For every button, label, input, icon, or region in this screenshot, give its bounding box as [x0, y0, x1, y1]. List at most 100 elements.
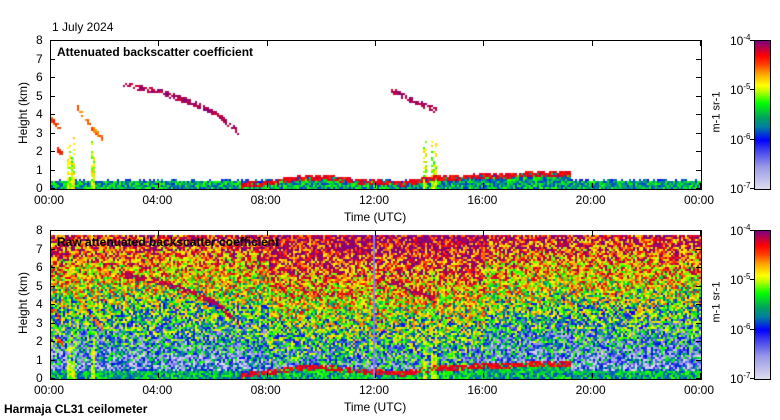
x-tick-mark — [375, 41, 376, 46]
x-tick-label: 20:00 — [575, 193, 606, 207]
y-tick-mark — [696, 114, 701, 115]
colorbar-unit-label: m-1 sr-1 — [710, 91, 723, 133]
y-tick-mark — [50, 285, 55, 287]
colorbar-unit-label: m-1 sr-1 — [710, 281, 723, 323]
y-tick-mark — [50, 58, 55, 60]
x-tick-label: 00:00 — [34, 193, 65, 207]
y-tick-mark — [696, 341, 701, 342]
y-tick-mark — [50, 341, 55, 342]
y-tick-label: 7 — [36, 241, 43, 256]
x-tick-mark — [591, 373, 593, 378]
x-tick-mark — [700, 373, 701, 378]
y-tick-label: 8 — [36, 223, 43, 237]
x-tick-mark — [700, 183, 701, 188]
colorbar-tick-label: 10-7 — [730, 181, 751, 196]
x-tick-mark — [483, 183, 485, 188]
y-tick-mark — [50, 169, 55, 171]
y-tick-mark — [50, 248, 55, 250]
colorbar-tick-mark — [750, 279, 754, 281]
y-tick-label: 2 — [36, 334, 43, 348]
x-tick-mark — [266, 41, 268, 46]
colorbar-tick-label: 10-6 — [730, 131, 751, 147]
y-tick-label: 1 — [36, 162, 43, 177]
plot-title-1: Attenuated backscatter coefficient — [57, 45, 254, 59]
colorbar-tick-label: 10-4 — [730, 33, 751, 48]
x-tick-mark — [266, 373, 268, 378]
y-tick-label: 1 — [36, 352, 43, 367]
plot-panel-2: Raw attenuated backscatter coefficient — [50, 230, 702, 380]
y-tick-mark — [50, 114, 55, 115]
y-tick-label: 7 — [36, 51, 43, 66]
x-tick-label: 00:00 — [684, 383, 715, 397]
y-tick-mark — [696, 132, 701, 134]
y-axis-label: Height (km) — [16, 271, 31, 335]
y-tick-label: 8 — [36, 33, 43, 47]
y-tick-mark — [696, 58, 701, 60]
x-tick-mark — [591, 231, 593, 236]
plot-panel-1: Attenuated backscatter coefficient — [50, 40, 702, 190]
x-tick-label: 00:00 — [684, 193, 715, 207]
backscatter-heatmap-1 — [51, 41, 701, 189]
backscatter-heatmap-2 — [51, 231, 701, 379]
y-tick-label: 0 — [36, 181, 43, 195]
colorbar-tick-mark — [750, 89, 754, 91]
y-tick-mark — [50, 230, 55, 231]
y-tick-mark — [696, 285, 701, 287]
x-tick-mark — [375, 231, 376, 236]
y-tick-label: 3 — [36, 315, 43, 330]
x-tick-mark — [50, 41, 51, 46]
y-tick-label: 0 — [36, 371, 43, 385]
station-label: Harmaja CL31 ceilometer — [4, 402, 148, 416]
x-tick-label: 04:00 — [142, 193, 173, 207]
y-tick-mark — [50, 151, 55, 152]
y-tick-mark — [50, 77, 55, 78]
x-tick-mark — [375, 373, 376, 378]
y-tick-label: 2 — [36, 144, 43, 158]
colorbar-tick-mark — [750, 40, 754, 41]
x-axis-label: Time (UTC) — [344, 400, 407, 414]
y-tick-mark — [50, 322, 55, 324]
y-tick-label: 3 — [36, 125, 43, 140]
x-tick-mark — [700, 231, 701, 236]
y-tick-mark — [50, 40, 55, 41]
x-tick-mark — [50, 373, 51, 378]
colorbar-tick-mark — [750, 328, 754, 330]
y-tick-mark — [696, 95, 701, 97]
y-tick-mark — [50, 132, 55, 134]
y-tick-mark — [696, 188, 701, 189]
y-tick-mark — [50, 378, 55, 379]
y-tick-label: 4 — [36, 107, 43, 121]
x-tick-label: 00:00 — [34, 383, 65, 397]
x-tick-mark — [591, 183, 593, 188]
y-tick-mark — [696, 359, 701, 361]
x-tick-label: 12:00 — [359, 193, 390, 207]
x-tick-mark — [158, 231, 160, 236]
colorbar-tick-label: 10-5 — [730, 82, 751, 98]
y-tick-mark — [696, 248, 701, 250]
y-tick-mark — [696, 40, 701, 41]
colorbar-1 — [754, 40, 771, 190]
x-tick-mark — [158, 183, 160, 188]
x-tick-mark — [158, 41, 160, 46]
y-tick-mark — [696, 267, 701, 268]
colorbar-tick-label: 10-6 — [730, 321, 751, 337]
y-tick-mark — [50, 359, 55, 361]
x-tick-mark — [266, 183, 268, 188]
x-tick-mark — [375, 183, 376, 188]
x-tick-mark — [50, 183, 51, 188]
date-label: 1 July 2024 — [52, 20, 114, 34]
y-tick-mark — [696, 322, 701, 324]
x-tick-mark — [483, 231, 485, 236]
y-tick-mark — [696, 230, 701, 231]
x-tick-label: 12:00 — [359, 383, 390, 397]
colorbar-tick-label: 10-4 — [730, 223, 751, 238]
y-tick-mark — [696, 151, 701, 152]
y-axis-label: Height (km) — [16, 81, 31, 145]
x-tick-mark — [50, 231, 51, 236]
y-tick-mark — [50, 304, 55, 305]
colorbar-tick-mark — [750, 378, 754, 379]
x-axis-label: Time (UTC) — [344, 210, 407, 224]
x-tick-label: 16:00 — [467, 383, 498, 397]
colorbar-tick-label: 10-5 — [730, 272, 751, 288]
colorbar-tick-mark — [750, 138, 754, 140]
